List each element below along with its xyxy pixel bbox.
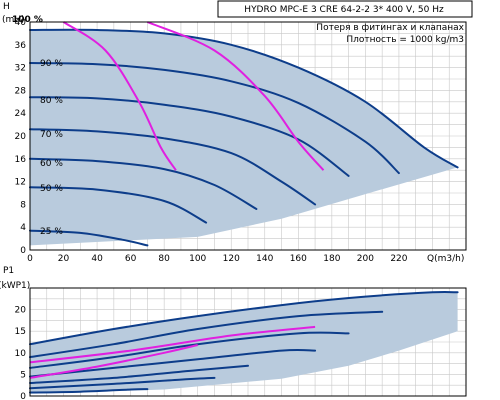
power-axis-unit: (kWP1) bbox=[0, 281, 30, 291]
speed-label-50: 50 % bbox=[40, 184, 63, 194]
top-pink-curves bbox=[62, 21, 325, 171]
curve-5 bbox=[29, 186, 208, 224]
x-axis-label: Q(m3/h) bbox=[427, 254, 464, 264]
y-tick-label: 24 bbox=[15, 109, 27, 119]
pink-curve-1 bbox=[29, 325, 316, 364]
y-tick-label: 4 bbox=[20, 223, 26, 233]
y-axis-label: H bbox=[3, 2, 10, 12]
y-tick-label: 12 bbox=[15, 178, 26, 188]
y-tick-label: 20 bbox=[15, 132, 27, 142]
x-tick-label: 160 bbox=[290, 254, 307, 264]
y-tick-label: 28 bbox=[15, 86, 27, 96]
title-box bbox=[217, 0, 473, 18]
speed-label-100: 100 % bbox=[12, 15, 43, 25]
curve-6 bbox=[29, 388, 149, 394]
bottom-pink-curves bbox=[29, 325, 316, 379]
pink-curve-0 bbox=[62, 21, 177, 171]
y-tick-label: 0 bbox=[20, 246, 26, 256]
speed-label-90: 90 % bbox=[40, 59, 63, 69]
curve-2 bbox=[29, 96, 350, 177]
x-tick-label: 180 bbox=[323, 254, 340, 264]
chart-title: HYDRO MPC-E 3 CRE 64-2-2 3* 400 V, 50 Hz bbox=[244, 5, 444, 15]
x-tick-label: 40 bbox=[91, 254, 103, 264]
top-envelope bbox=[30, 29, 458, 246]
x-tick-label: 140 bbox=[256, 254, 273, 264]
y-tick-label: 5 bbox=[20, 370, 26, 380]
curve-3 bbox=[29, 348, 317, 378]
x-tick-label: 220 bbox=[390, 254, 407, 264]
y-tick-label: 15 bbox=[15, 327, 26, 337]
curve-0 bbox=[29, 290, 459, 346]
y-tick-label: 10 bbox=[15, 349, 27, 359]
annotation-density: Плотность = 1000 kg/m3 bbox=[346, 35, 464, 45]
y-tick-label: 8 bbox=[20, 200, 26, 210]
x-tick-label: 0 bbox=[27, 254, 33, 264]
bottom-plot-frame bbox=[29, 287, 467, 397]
x-tick-label: 100 bbox=[189, 254, 206, 264]
y-tick-label: 32 bbox=[15, 64, 26, 74]
curve-0 bbox=[29, 28, 459, 169]
power-axis-label: P1 bbox=[3, 266, 14, 276]
curve-5 bbox=[29, 376, 216, 390]
curve-3 bbox=[29, 128, 317, 206]
speed-label-70: 70 % bbox=[40, 130, 63, 140]
top-tick-labels: 0 4 8 12 16 20 24 28 32 36 40 0 20 40 60 80 100 120 140 160… bbox=[15, 18, 408, 264]
top-speed-curves bbox=[29, 28, 459, 247]
pink-curve-1 bbox=[147, 21, 325, 171]
y-tick-label: 16 bbox=[15, 155, 27, 165]
x-tick-label: 80 bbox=[158, 254, 170, 264]
speed-label-60: 60 % bbox=[40, 159, 63, 169]
operating-envelope bbox=[30, 291, 458, 394]
x-tick-label: 60 bbox=[125, 254, 137, 264]
bottom-tick-labels: 0 5 10 15 20 bbox=[15, 306, 27, 400]
x-tick-label: 20 bbox=[58, 254, 70, 264]
x-tick-label: 120 bbox=[223, 254, 240, 264]
pink-curve-0 bbox=[29, 344, 198, 379]
y-tick-label: 40 bbox=[15, 18, 27, 28]
y-axis-unit: (mH) bbox=[2, 15, 25, 25]
curve-2 bbox=[29, 331, 350, 369]
y-tick-label: 0 bbox=[20, 392, 26, 400]
curve-1 bbox=[29, 62, 400, 175]
bottom-envelope bbox=[30, 291, 458, 394]
curve-4 bbox=[29, 157, 258, 210]
speed-label-25: 25 % bbox=[40, 227, 63, 237]
x-tick-label: 200 bbox=[357, 254, 374, 264]
y-tick-label: 36 bbox=[15, 41, 27, 51]
bottom-power-curves bbox=[29, 290, 459, 394]
curve-4 bbox=[29, 364, 249, 384]
y-tick-label: 20 bbox=[15, 306, 27, 316]
curve-1 bbox=[29, 310, 384, 359]
curve-6 bbox=[29, 229, 149, 247]
operating-envelope bbox=[30, 29, 458, 246]
annotation-losses: Потеря в фитингах и клапанах bbox=[316, 23, 464, 33]
top-plot-frame bbox=[29, 21, 467, 251]
speed-label-80: 80 % bbox=[40, 96, 63, 106]
